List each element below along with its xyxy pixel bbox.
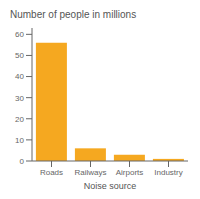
- svg-text:40: 40: [15, 72, 24, 81]
- svg-text:Noise source: Noise source: [84, 181, 137, 191]
- svg-text:20: 20: [15, 115, 24, 124]
- svg-text:60: 60: [15, 30, 24, 39]
- html-text:Number of people in millions: Number of people in millions: [10, 9, 137, 20]
- svg-text:Industry: Industry: [154, 168, 182, 177]
- svg-text:Railways: Railways: [74, 168, 106, 177]
- svg-text:Roads: Roads: [40, 168, 63, 177]
- svg-text:50: 50: [15, 51, 24, 60]
- svg-text:10: 10: [15, 136, 24, 145]
- svg-text:0: 0: [20, 157, 25, 166]
- svg-text:Airports: Airports: [116, 168, 144, 177]
- svg-text:30: 30: [15, 94, 24, 103]
